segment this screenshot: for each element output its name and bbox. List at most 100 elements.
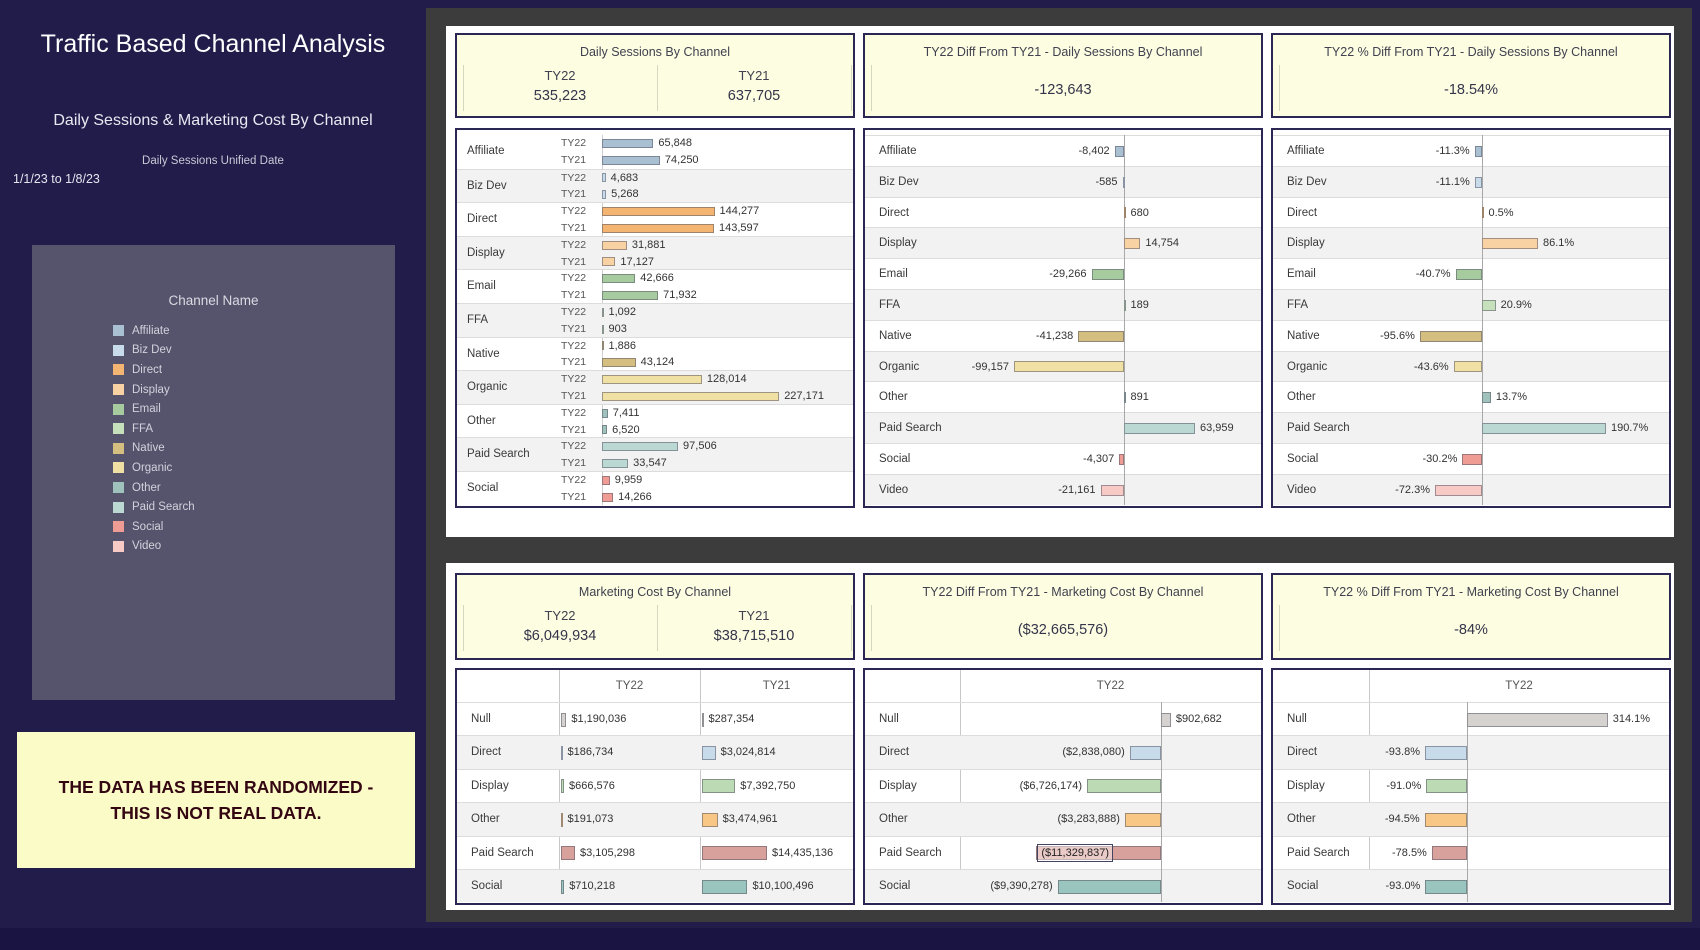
bar-native[interactable] — [1419, 330, 1482, 342]
bar-ffa[interactable] — [1124, 299, 1126, 311]
row-native[interactable]: Native -95.6% — [1273, 319, 1669, 351]
row-direct[interactable]: Direct TY22 144,277 TY21 143,597 — [457, 202, 853, 236]
row-display[interactable]: Display TY22 31,881 TY21 17,127 — [457, 235, 853, 270]
bar-ty22-direct[interactable] — [561, 746, 563, 761]
row-other[interactable]: Other TY22 7,411 TY21 6,520 — [457, 403, 853, 438]
legend-item-email[interactable]: Email — [113, 399, 195, 419]
bar-ty21-ffa[interactable] — [602, 324, 604, 334]
bar-ty21-other[interactable] — [702, 812, 718, 827]
bar-null[interactable] — [1161, 712, 1171, 727]
bar-direct[interactable] — [1129, 746, 1161, 761]
bar-ty21-social[interactable] — [702, 879, 748, 894]
row-biz-dev[interactable]: Biz Dev -11.1% — [1273, 165, 1669, 197]
row-direct[interactable]: Direct 680 — [865, 196, 1261, 228]
legend-item-organic[interactable]: Organic — [113, 458, 195, 478]
row-paid-search[interactable]: Paid Search 190.7% — [1273, 412, 1669, 443]
bar-null[interactable] — [1467, 712, 1608, 727]
row-direct[interactable]: Direct $186,734 $3,024,814 — [457, 735, 853, 769]
row-direct[interactable]: Direct 0.5% — [1273, 196, 1669, 228]
row-paid-search[interactable]: Paid Search TY22 97,506 TY21 33,547 — [457, 437, 853, 471]
row-other[interactable]: Other ($3,283,888) — [865, 802, 1261, 836]
row-social[interactable]: Social -30.2% — [1273, 443, 1669, 474]
bar-ty21-biz-dev[interactable] — [602, 190, 607, 200]
row-other[interactable]: Other -94.5% — [1273, 802, 1669, 836]
bar-organic[interactable] — [1013, 361, 1124, 373]
row-social[interactable]: Social -4,307 — [865, 443, 1261, 474]
bar-ty22-direct[interactable] — [602, 207, 715, 217]
bar-ty21-social[interactable] — [602, 492, 614, 502]
row-paid-search[interactable]: Paid Search 63,959 — [865, 412, 1261, 443]
bar-ty21-organic[interactable] — [602, 391, 780, 401]
bar-ty21-affiliate[interactable] — [602, 155, 660, 165]
legend-item-direct[interactable]: Direct — [113, 360, 195, 380]
bar-other[interactable] — [1124, 812, 1161, 827]
bar-affiliate[interactable] — [1114, 145, 1124, 157]
row-native[interactable]: Native TY22 1,886 TY21 43,124 — [457, 336, 853, 371]
row-organic[interactable]: Organic -43.6% — [1273, 350, 1669, 382]
row-other[interactable]: Other $191,073 $3,474,961 — [457, 802, 853, 836]
bar-paid-search[interactable] — [1431, 846, 1467, 861]
bar-ty21-display[interactable] — [602, 257, 616, 267]
bar-display[interactable] — [1482, 238, 1538, 250]
bar-ty22-organic[interactable] — [602, 375, 702, 385]
bar-ty22-social[interactable] — [602, 475, 610, 485]
legend-item-display[interactable]: Display — [113, 380, 195, 400]
row-other[interactable]: Other 891 — [865, 381, 1261, 412]
bar-ffa[interactable] — [1482, 299, 1496, 311]
row-email[interactable]: Email TY22 42,666 TY21 71,932 — [457, 269, 853, 303]
bar-ty21-null[interactable] — [702, 712, 704, 727]
bar-ty22-native[interactable] — [602, 341, 604, 351]
row-biz-dev[interactable]: Biz Dev -585 — [865, 165, 1261, 197]
row-organic[interactable]: Organic TY22 128,014 TY21 227,171 — [457, 370, 853, 404]
row-display[interactable]: Display -91.0% — [1273, 768, 1669, 802]
bar-direct[interactable] — [1482, 207, 1484, 219]
bar-display[interactable] — [1087, 779, 1161, 794]
bar-video[interactable] — [1435, 484, 1482, 496]
legend-item-biz-dev[interactable]: Biz Dev — [113, 341, 195, 361]
bar-affiliate[interactable] — [1474, 145, 1482, 157]
bar-ty22-other[interactable] — [602, 408, 608, 418]
bar-other[interactable] — [1424, 812, 1467, 827]
legend-item-affiliate[interactable]: Affiliate — [113, 321, 195, 341]
row-direct[interactable]: Direct ($2,838,080) — [865, 735, 1261, 769]
bar-ty22-display[interactable] — [561, 779, 564, 794]
row-direct[interactable]: Direct -93.8% — [1273, 735, 1669, 769]
bar-other[interactable] — [1482, 392, 1491, 404]
row-affiliate[interactable]: Affiliate -11.3% — [1273, 135, 1669, 166]
row-social[interactable]: Social TY22 9,959 TY21 14,266 — [457, 471, 853, 505]
legend-item-ffa[interactable]: FFA — [113, 419, 195, 439]
row-affiliate[interactable]: Affiliate -8,402 — [865, 135, 1261, 166]
legend-item-paid-search[interactable]: Paid Search — [113, 497, 195, 517]
row-ffa[interactable]: FFA TY22 1,092 TY21 903 — [457, 303, 853, 337]
bar-social[interactable] — [1462, 453, 1482, 465]
row-email[interactable]: Email -29,266 — [865, 258, 1261, 289]
bar-email[interactable] — [1455, 269, 1482, 281]
bar-ty22-paid-search[interactable] — [561, 846, 575, 861]
bar-ty21-email[interactable] — [602, 291, 659, 301]
row-paid-search[interactable]: Paid Search $3,105,298 $14,435,136 — [457, 835, 853, 869]
bar-social[interactable] — [1425, 879, 1467, 894]
row-other[interactable]: Other 13.7% — [1273, 381, 1669, 412]
bar-ty22-email[interactable] — [602, 274, 636, 284]
row-email[interactable]: Email -40.7% — [1273, 258, 1669, 289]
row-display[interactable]: Display ($6,726,174) — [865, 768, 1261, 802]
bar-video[interactable] — [1100, 484, 1124, 496]
row-video[interactable]: Video -21,161 — [865, 473, 1261, 505]
bar-organic[interactable] — [1453, 361, 1482, 373]
bar-ty22-social[interactable] — [561, 879, 565, 894]
bar-social[interactable] — [1119, 453, 1124, 465]
row-ffa[interactable]: FFA 20.9% — [1273, 289, 1669, 320]
bar-ty22-null[interactable] — [561, 712, 567, 727]
row-display[interactable]: Display 86.1% — [1273, 227, 1669, 259]
row-social[interactable]: Social ($9,390,278) — [865, 869, 1261, 903]
row-null[interactable]: Null 314.1% — [1273, 702, 1669, 735]
legend-item-other[interactable]: Other — [113, 478, 195, 498]
bar-ty21-direct[interactable] — [702, 746, 716, 761]
row-biz-dev[interactable]: Biz Dev TY22 4,683 TY21 5,268 — [457, 168, 853, 203]
bar-paid-search[interactable] — [1124, 423, 1195, 435]
row-paid-search[interactable]: Paid Search -78.5% — [1273, 835, 1669, 869]
row-native[interactable]: Native -41,238 — [865, 319, 1261, 351]
row-null[interactable]: Null $902,682 — [865, 702, 1261, 735]
row-paid-search[interactable]: Paid Search ($11,329,837) — [865, 835, 1261, 869]
bar-email[interactable] — [1091, 269, 1124, 281]
